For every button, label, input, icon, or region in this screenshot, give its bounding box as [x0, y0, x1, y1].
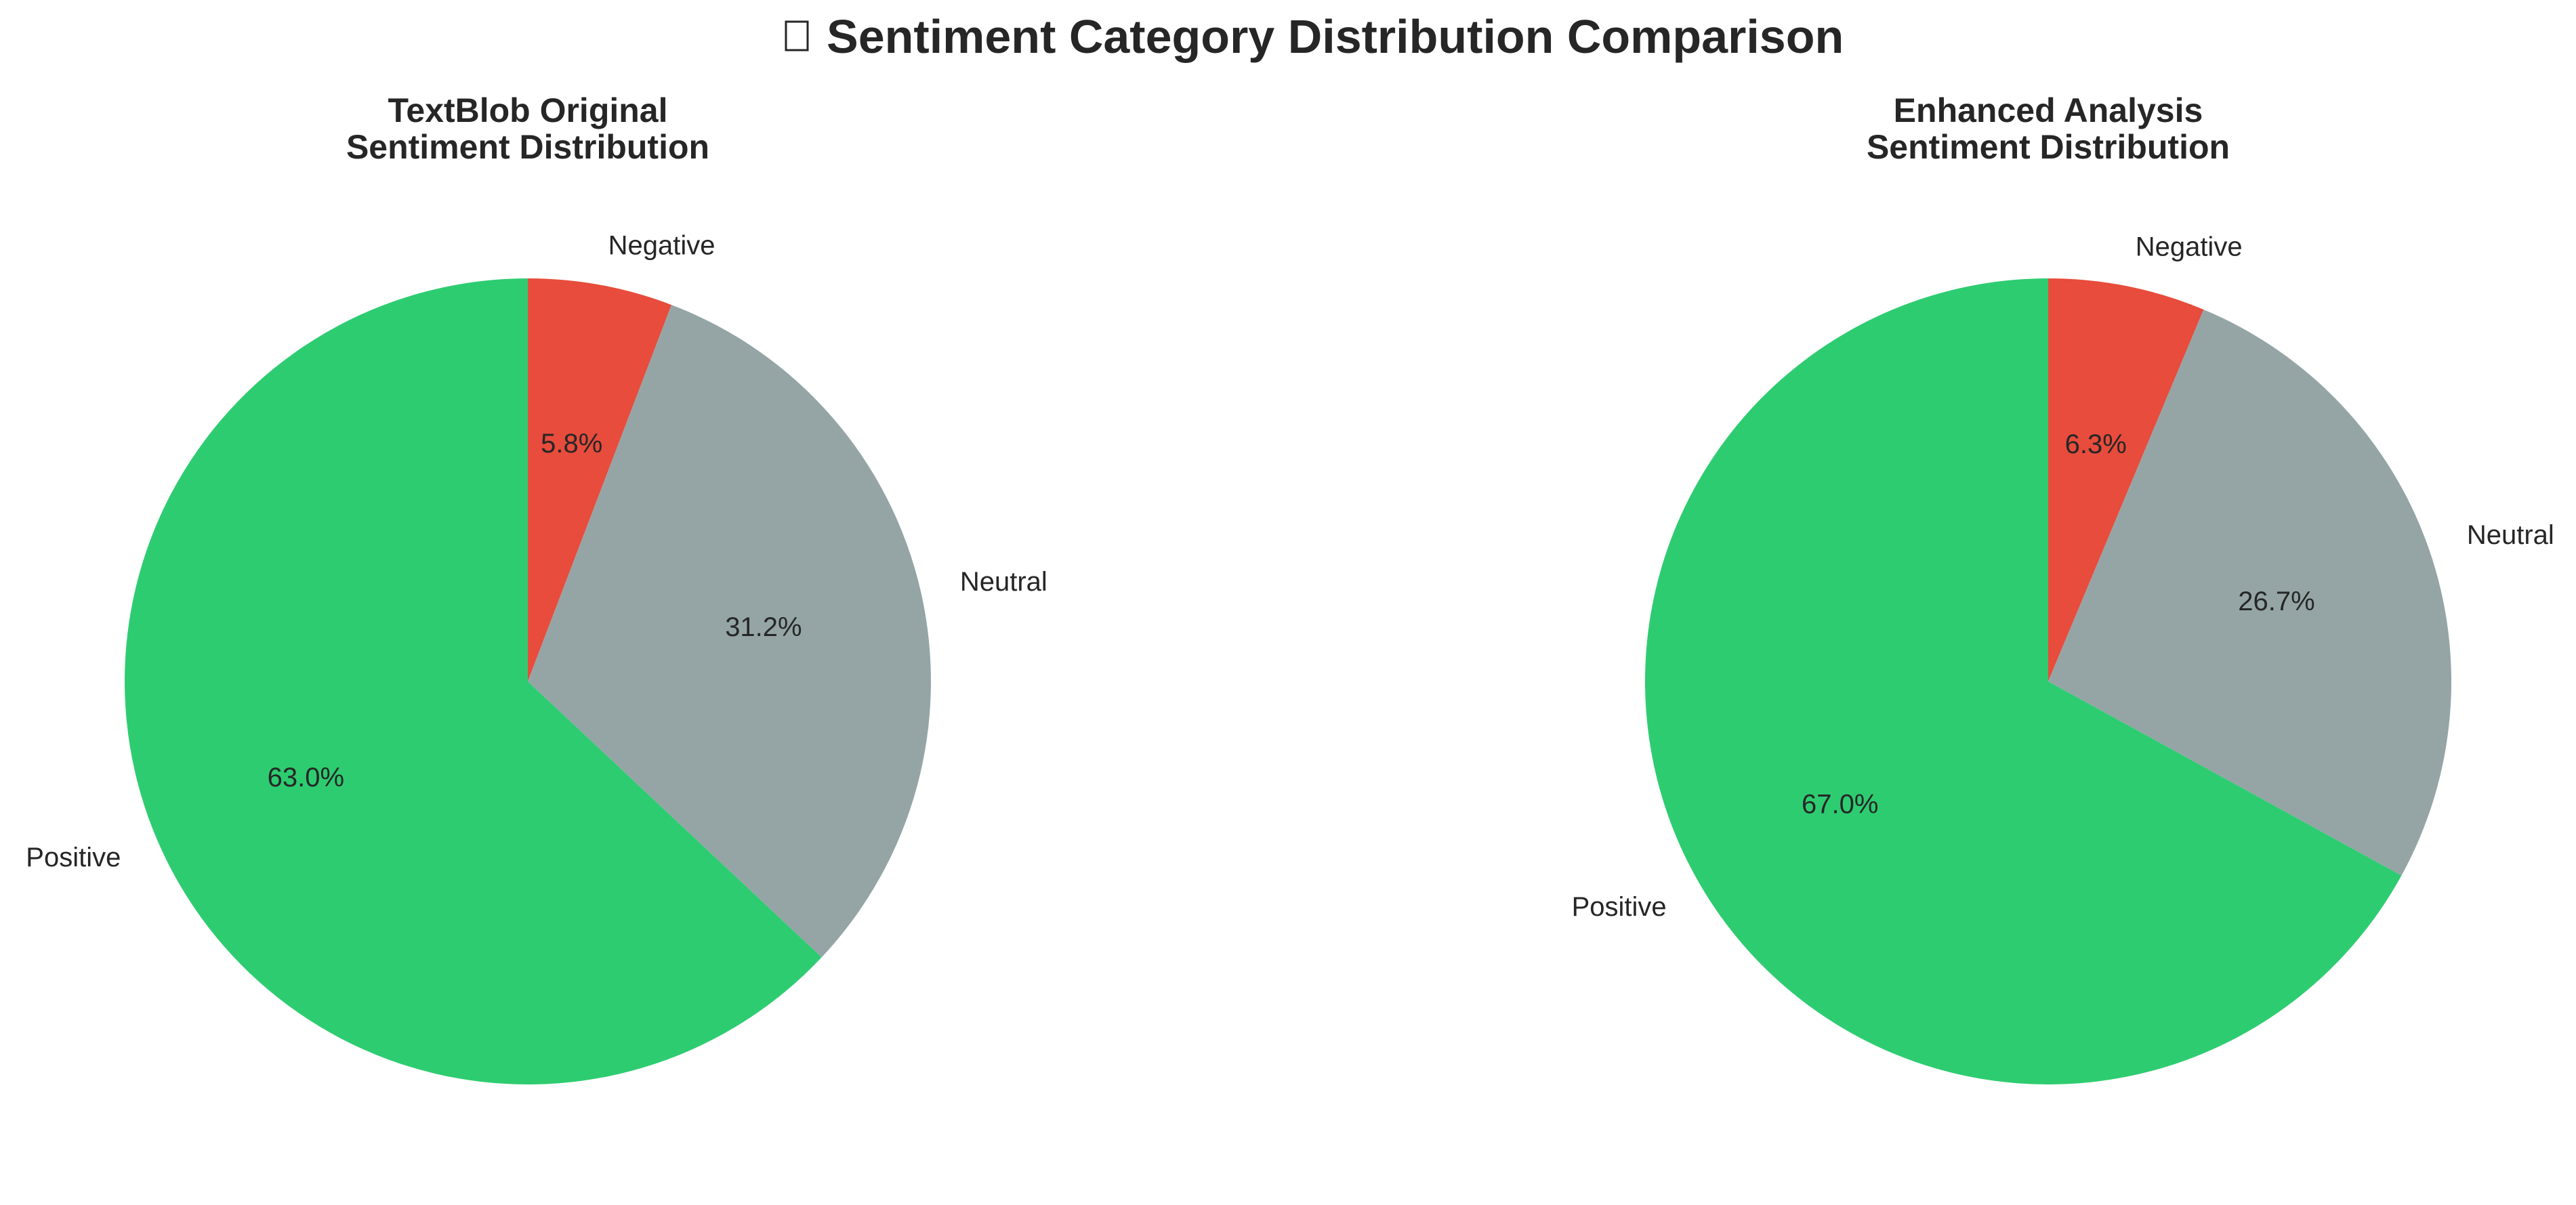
- slice-label-negative: Negative: [608, 230, 715, 260]
- missing-glyph-icon: [785, 20, 809, 51]
- pie-slice-negative: [528, 278, 672, 681]
- slice-label-neutral: Neutral: [2467, 520, 2554, 550]
- slice-percent-positive: 63.0%: [268, 763, 344, 792]
- pie-slices: [1644, 278, 2451, 1084]
- pie-chart-title-line-2: Sentiment Distribution: [1867, 128, 2230, 166]
- pie-slice-neutral: [528, 305, 932, 958]
- slice-percent-positive: 67.0%: [1802, 790, 1878, 820]
- slice-label-negative: Negative: [2136, 232, 2243, 261]
- slice-label-positive: Positive: [1572, 892, 1667, 922]
- pie-chart-enhanced: Enhanced Analysis Sentiment Distribution…: [1572, 91, 2554, 1084]
- slice-percent-neutral: 31.2%: [725, 612, 802, 642]
- figure-title-text: Sentiment Category Distribution Comparis…: [827, 10, 1844, 63]
- pie-chart-title-line-1: Enhanced Analysis: [1894, 91, 2203, 129]
- figure-title: Sentiment Category Distribution Comparis…: [785, 10, 1844, 63]
- pie-slice-positive: [1644, 278, 2402, 1084]
- slice-label-neutral: Neutral: [960, 567, 1047, 597]
- pie-slice-neutral: [2048, 310, 2451, 876]
- pie-slice-positive: [125, 278, 822, 1084]
- slice-label-positive: Positive: [26, 843, 121, 872]
- pie-chart-title-line-1: TextBlob Original: [388, 91, 668, 129]
- pie-slice-negative: [2048, 278, 2204, 681]
- slice-percent-negative: 5.8%: [541, 429, 602, 459]
- pie-labels: Negative 5.8% Neutral 31.2% Positive 63.0%: [26, 230, 1047, 872]
- pie-chart-title-line-2: Sentiment Distribution: [346, 128, 709, 166]
- slice-percent-negative: 6.3%: [2065, 429, 2127, 459]
- pie-slices: [125, 278, 932, 1084]
- pie-labels: Negative 6.3% Neutral 26.7% Positive 67.0%: [1572, 232, 2554, 922]
- pie-chart-textblob: TextBlob Original Sentiment Distribution…: [26, 91, 1047, 1084]
- slice-percent-neutral: 26.7%: [2238, 587, 2314, 616]
